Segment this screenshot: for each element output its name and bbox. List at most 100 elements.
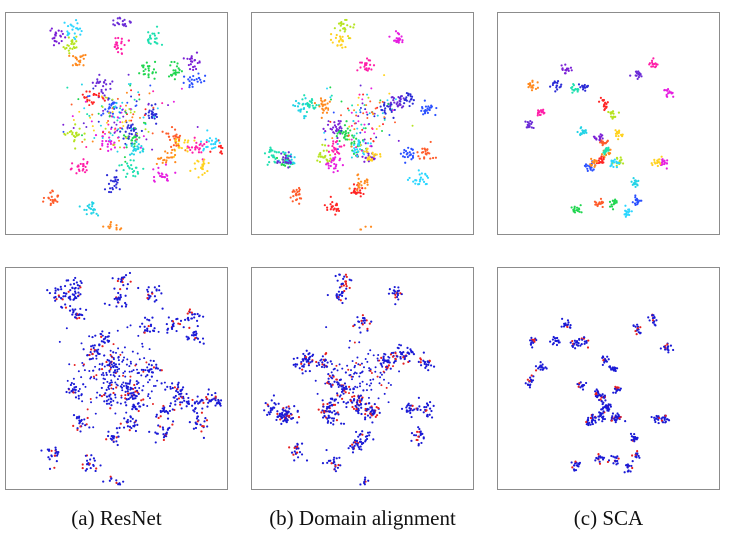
scatter-point <box>177 138 181 142</box>
scatter-point <box>557 339 560 342</box>
scatter-point <box>124 397 127 400</box>
scatter-point <box>356 127 359 130</box>
scatter-point <box>671 91 674 94</box>
scatter-point <box>619 387 622 390</box>
scatter-point <box>333 121 336 124</box>
scatter-point <box>131 137 134 140</box>
scatter-point <box>88 203 91 206</box>
scatter-point <box>338 286 341 289</box>
scatter-point <box>356 189 359 192</box>
scatter-point <box>607 110 610 114</box>
scatter-point <box>72 25 75 28</box>
scatter-point <box>614 134 618 138</box>
scatter-point <box>352 183 356 186</box>
scatter-point <box>124 274 128 277</box>
scatter-point <box>573 209 576 212</box>
scatter-point <box>602 158 605 161</box>
scatter-point <box>171 423 174 426</box>
scatter-point <box>92 369 95 372</box>
scatter-point <box>107 120 110 123</box>
scatter-point <box>608 365 612 368</box>
scatter-point <box>583 342 586 345</box>
scatter-point <box>93 377 96 380</box>
scatter-point <box>79 33 82 36</box>
scatter-point <box>101 105 104 108</box>
scatter-point <box>109 132 112 135</box>
scatter-point <box>293 162 296 165</box>
scatter-point <box>659 162 662 165</box>
scatter-point <box>92 426 95 429</box>
scatter-point <box>576 90 579 93</box>
scatter-point <box>384 107 387 110</box>
scatter-point <box>624 204 627 207</box>
scatter-point <box>539 361 542 364</box>
scatter-point <box>368 112 371 115</box>
scatter-point <box>416 430 419 433</box>
scatter-point <box>90 454 93 457</box>
scatter-point <box>104 127 107 130</box>
scatter-point <box>374 370 377 373</box>
scatter-point <box>166 385 169 388</box>
scatter-point <box>341 291 344 294</box>
scatter-point <box>94 365 97 368</box>
scatter-point <box>577 83 581 86</box>
scatter-point <box>356 316 359 319</box>
scatter-point <box>296 456 300 459</box>
scatter-point <box>585 131 588 134</box>
scatter-point <box>369 416 372 419</box>
scatter-point <box>664 420 667 423</box>
scatter-point <box>335 419 339 422</box>
scatter-point <box>564 63 567 66</box>
scatter-point <box>136 423 139 426</box>
scatter-point <box>147 67 150 70</box>
scatter-point <box>155 299 158 302</box>
scatter-point <box>138 93 141 96</box>
scatter-point <box>295 198 298 202</box>
scatter-point <box>583 84 586 87</box>
scatter-point <box>161 173 164 176</box>
scatter-point <box>98 352 101 356</box>
scatter-point <box>406 346 409 349</box>
scatter-point <box>345 287 348 290</box>
scatter-point <box>108 103 111 106</box>
scatter-point <box>104 335 107 339</box>
scatter-point <box>203 420 206 423</box>
scatter-point <box>75 281 78 284</box>
scatter-point <box>389 367 392 370</box>
scatter-point <box>382 361 385 364</box>
scatter-point <box>85 90 88 93</box>
scatter-point <box>125 384 128 387</box>
scatter-point <box>593 161 596 164</box>
scatter-point <box>604 101 607 104</box>
scatter-point <box>51 190 54 193</box>
scatter-point <box>77 287 80 290</box>
scatter-point <box>120 127 123 130</box>
scatter-point <box>274 157 277 160</box>
scatter-point <box>53 36 56 39</box>
scatter-point <box>386 99 389 102</box>
scatter-point <box>357 363 360 366</box>
scatter-point <box>276 161 279 164</box>
scatter-point <box>529 120 532 123</box>
scatter-point <box>338 145 341 148</box>
scatter-point <box>569 66 573 69</box>
scatter-point <box>363 160 366 163</box>
scatter-point <box>116 17 119 20</box>
scatter-point <box>181 401 184 404</box>
scatter-point <box>336 279 339 282</box>
scatter-point <box>347 109 350 112</box>
scatter-point <box>206 169 209 173</box>
scatter-point <box>165 179 169 182</box>
scatter-point <box>336 381 339 384</box>
scatter-point <box>361 380 364 383</box>
scatter-point <box>427 363 430 366</box>
scatter-point <box>663 161 666 164</box>
scatter-point <box>146 318 149 321</box>
scatter-point <box>359 195 362 198</box>
scatter-point <box>432 365 436 368</box>
scatter-point <box>634 196 637 199</box>
scatter-point <box>96 214 100 217</box>
scatter-point <box>152 68 156 71</box>
scatter-point <box>120 276 124 279</box>
scatter-point <box>367 479 370 482</box>
